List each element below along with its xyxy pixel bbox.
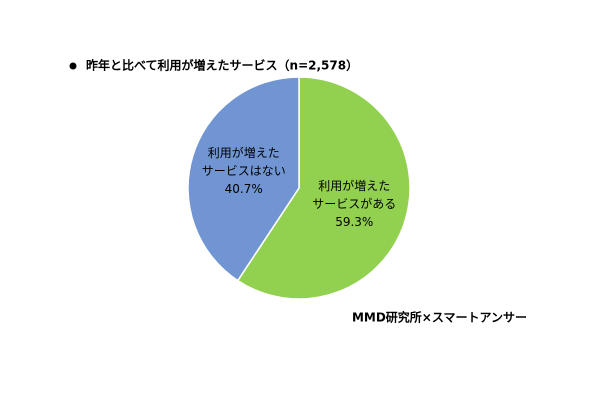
slice-label: 利用が増えた bbox=[208, 145, 280, 160]
chart-title: 昨年と比べて利用が増えたサービス（n=2,578） bbox=[86, 58, 358, 73]
value-label: 59.3% bbox=[335, 215, 373, 229]
title-bullet bbox=[69, 62, 77, 70]
slice-label: サービスがある bbox=[312, 196, 396, 211]
slice-label: 利用が増えた bbox=[318, 178, 390, 193]
pie-slice bbox=[236, 76, 411, 300]
pie-slice bbox=[187, 76, 300, 282]
value-label: 40.7% bbox=[225, 182, 263, 196]
slice-label: サービスはない bbox=[202, 164, 286, 178]
source: MMD研究所×スマートアンサー bbox=[352, 310, 527, 325]
